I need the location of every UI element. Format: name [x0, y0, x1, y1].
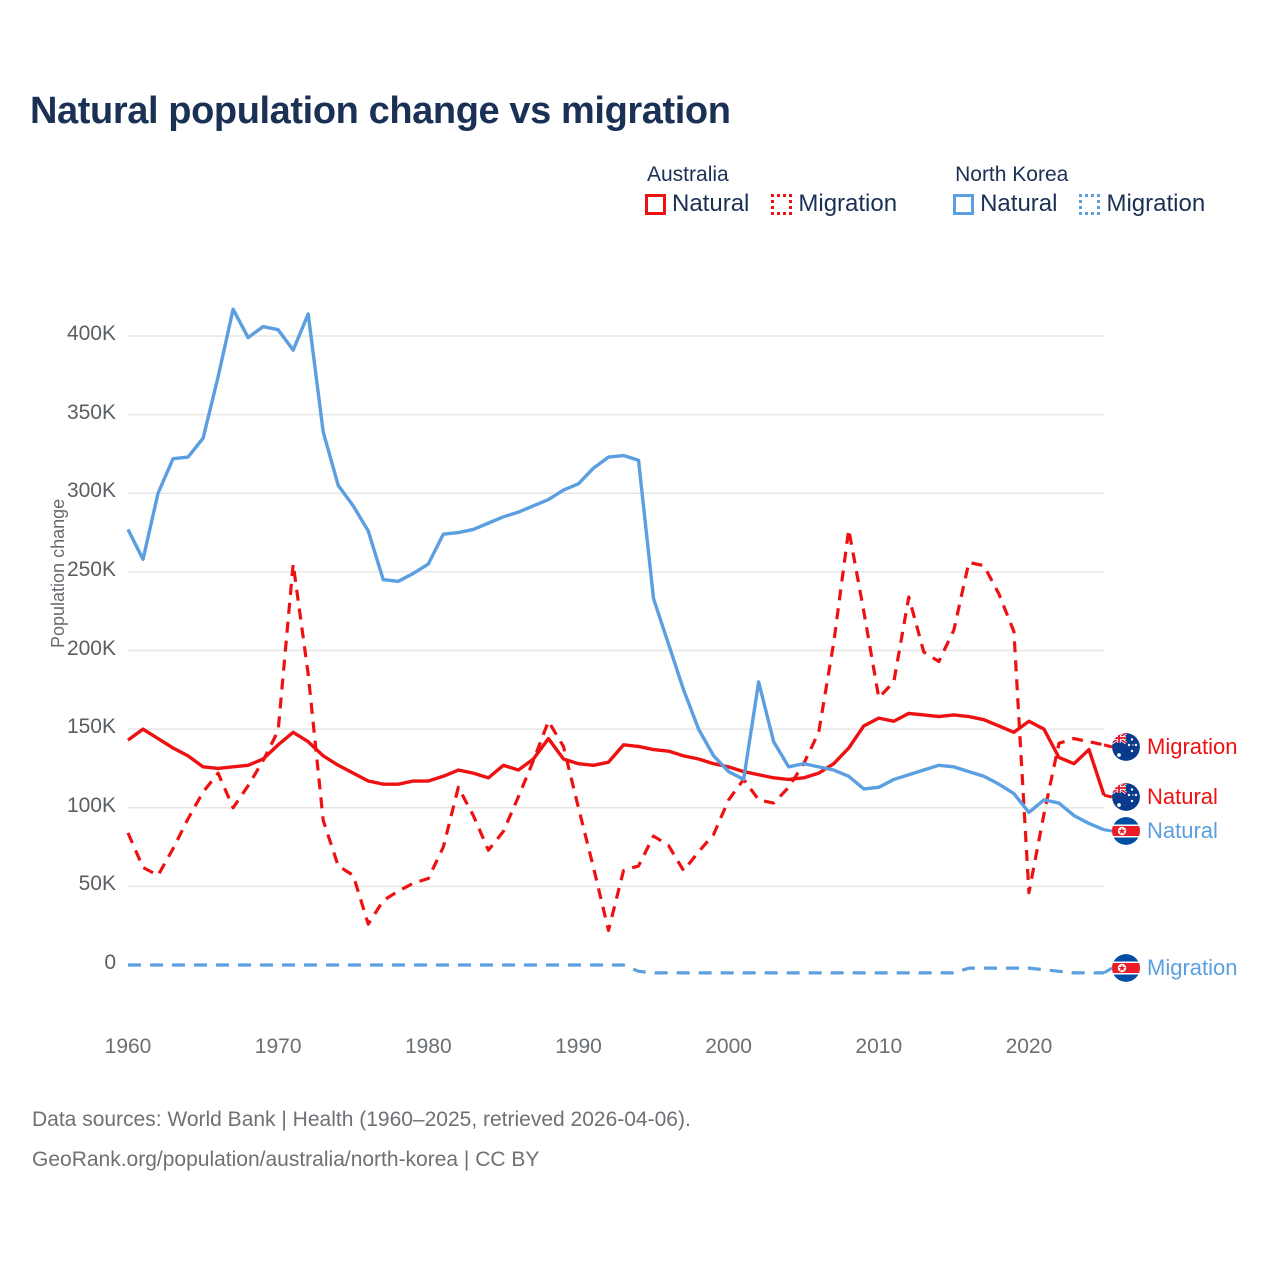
x-axis-tick-label: 1970 — [254, 1035, 302, 1058]
end-label-north-korea-natural[interactable]: Natural — [1112, 817, 1218, 845]
y-axis-tick-label: 150K — [66, 715, 116, 739]
series-end-connector — [1103, 793, 1113, 799]
end-label-text: Natural — [1147, 818, 1218, 843]
series-line — [126, 307, 1105, 832]
end-label-text: Migration — [1147, 955, 1238, 980]
y-axis-tick-label: 200K — [66, 636, 116, 660]
nk-migration-swatch — [1079, 193, 1101, 215]
au-flag-icon — [1112, 783, 1140, 811]
legend-item-label: Natural — [672, 190, 750, 218]
page-title: Natural population change vs migration — [30, 90, 731, 132]
chart-gridlines — [128, 335, 1104, 966]
x-axis-tick-label: 1990 — [555, 1035, 602, 1058]
series-line — [126, 711, 1106, 796]
end-label-australia-natural[interactable]: Natural — [1112, 783, 1218, 811]
y-axis-tick-label: 50K — [78, 872, 116, 896]
chart-series-layer — [126, 307, 1113, 975]
legend-item-label: Migration — [1106, 190, 1206, 218]
series-end-connector — [1103, 966, 1113, 975]
kp-flag-icon — [1112, 817, 1140, 845]
x-axis-tick-label: 2000 — [705, 1035, 752, 1058]
series-end-connector — [1103, 828, 1113, 833]
series-end-connector — [1103, 743, 1113, 749]
y-axis-tick-label: 100K — [66, 793, 116, 817]
legend-item-label: Migration — [798, 190, 898, 218]
legend-item-australia-natural[interactable]: Natural — [645, 192, 749, 216]
au-natural-swatch — [645, 193, 666, 215]
y-axis-tick-label: 350K — [66, 400, 116, 424]
legend-item-label: Natural — [980, 190, 1058, 218]
end-label-text: Natural — [1147, 784, 1218, 809]
legend-group-australia: Australia Natural Migration — [645, 163, 897, 216]
kp-flag-icon — [1112, 954, 1140, 982]
footer-data-sources: Data sources: World Bank | Health (1960–… — [32, 1108, 691, 1131]
x-axis-tick-label: 1960 — [104, 1035, 152, 1058]
legend-country-north-korea: North Korea — [955, 163, 1069, 186]
end-label-australia-migration[interactable]: Migration — [1112, 733, 1237, 761]
legend-item-australia-migration[interactable]: Migration — [771, 192, 897, 216]
x-axis-tick-label: 2020 — [1005, 1035, 1053, 1058]
y-axis-tick-label: 250K — [66, 557, 116, 581]
x-axis-tick-label: 1980 — [404, 1035, 452, 1058]
legend-item-north-korea-migration[interactable]: Migration — [1079, 192, 1205, 216]
legend-group-north-korea: North Korea Natural Migration — [953, 163, 1205, 216]
end-label-text: Migration — [1147, 734, 1238, 759]
end-label-north-korea-migration[interactable]: Migration — [1112, 954, 1237, 982]
legend-item-north-korea-natural[interactable]: Natural — [953, 192, 1057, 216]
y-axis-tick-label: 0 — [104, 951, 116, 974]
nk-natural-swatch — [953, 193, 975, 215]
chart-legend: Australia Natural Migration North Korea … — [645, 163, 1205, 216]
y-axis-tick-label: 400K — [66, 322, 116, 345]
x-axis-tick-label: 2010 — [855, 1035, 903, 1058]
legend-country-australia: Australia — [647, 163, 729, 186]
au-flag-icon — [1112, 733, 1140, 761]
series-line — [126, 527, 1105, 932]
au-migration-swatch — [771, 193, 793, 215]
y-axis-tick-label: 300K — [66, 479, 116, 503]
series-line — [128, 963, 1104, 975]
footer-attribution: GeoRank.org/population/australia/north-k… — [32, 1148, 540, 1171]
